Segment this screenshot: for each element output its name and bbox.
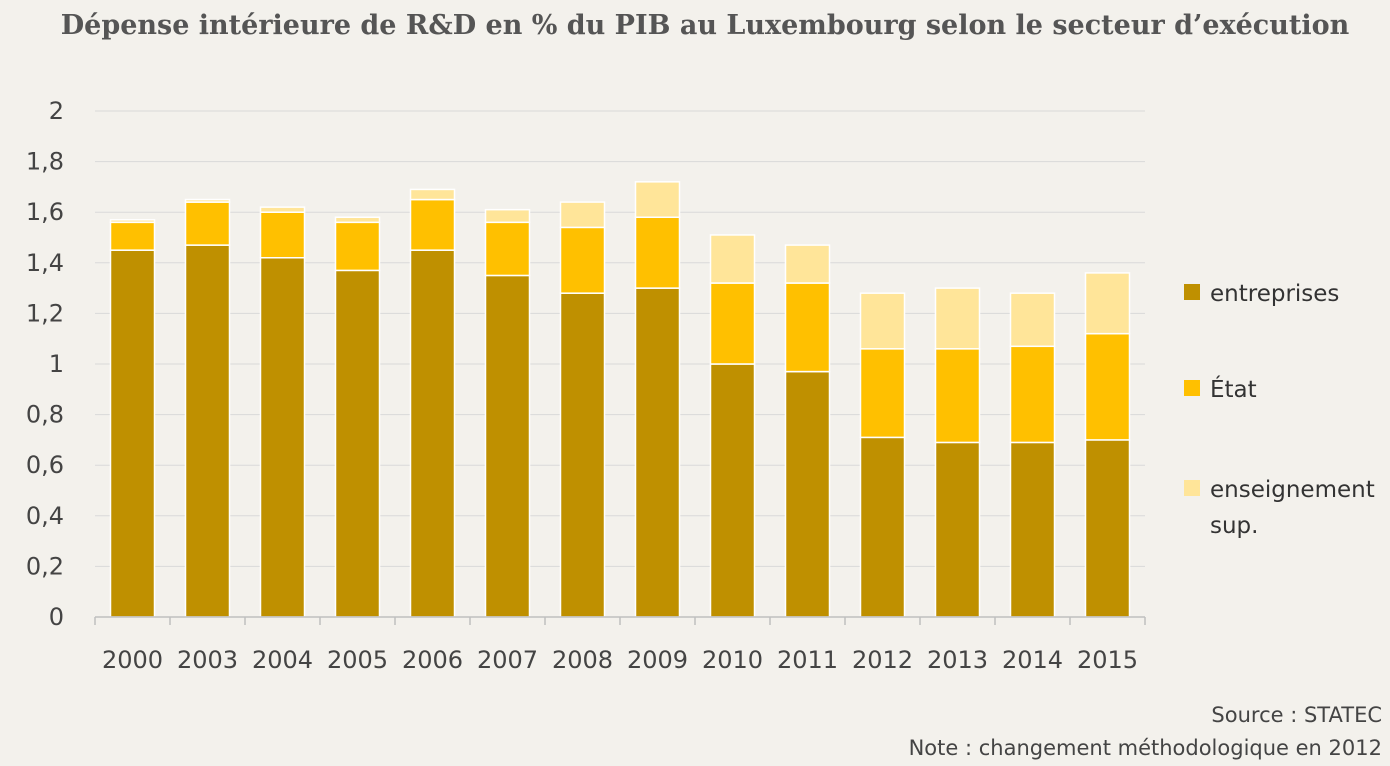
- x-tick-label: 2007: [477, 646, 538, 674]
- bar-segment-2007-etat: [484, 221, 531, 277]
- bar-segment-2007-enseignement: [484, 208, 531, 224]
- x-tick-label: 2003: [177, 646, 238, 674]
- y-tick-label: 0,8: [26, 401, 64, 429]
- bar-segment-2009-entreprises: [634, 287, 681, 618]
- y-tick-label: 0,2: [26, 552, 64, 580]
- bar-segment-2013-etat: [934, 348, 981, 444]
- y-tick-label: 0,6: [26, 451, 64, 479]
- legend-label-enseignement: enseignement sup.: [1210, 477, 1375, 539]
- y-tick-label: 1,2: [26, 299, 64, 327]
- x-tick-label: 2014: [1002, 646, 1063, 674]
- y-tick-label: 0: [49, 603, 64, 631]
- legend-label-etat: État: [1210, 377, 1257, 403]
- bar-segment-2005-etat: [334, 221, 381, 272]
- bar-segment-2012-etat: [859, 348, 906, 439]
- bar-segment-2012-enseignement: [859, 292, 906, 350]
- x-tick-label: 2011: [777, 646, 838, 674]
- legend-item-entreprises: entreprises: [1184, 276, 1380, 312]
- bar-segment-2012-entreprises: [859, 436, 906, 618]
- bar-segment-2004-enseignement: [259, 206, 306, 213]
- x-tick-label: 2004: [252, 646, 313, 674]
- bar-segment-2013-entreprises: [934, 441, 981, 618]
- y-tick-label: 1,8: [26, 148, 64, 176]
- bar-segment-2000-entreprises: [109, 249, 156, 618]
- legend-swatch-entreprises: [1184, 284, 1200, 300]
- y-tick-label: 1,6: [26, 198, 64, 226]
- y-tick-label: 1,4: [26, 249, 64, 277]
- bar-segment-2004-entreprises: [259, 256, 306, 618]
- bar-segment-2003-entreprises: [184, 244, 231, 618]
- y-tick-label: 2: [49, 97, 64, 125]
- bar-segment-2015-enseignement: [1084, 272, 1131, 335]
- bar-segment-2011-entreprises: [784, 370, 831, 618]
- bar-segment-2007-entreprises: [484, 274, 531, 618]
- x-tick-label: 2013: [927, 646, 988, 674]
- x-tick-label: 2006: [402, 646, 463, 674]
- bar-segment-2000-etat: [109, 221, 156, 251]
- bar-segment-2005-entreprises: [334, 269, 381, 618]
- bar-segment-2008-etat: [559, 226, 606, 294]
- bar-segment-2000-enseignement: [109, 219, 156, 224]
- bar-segment-2006-enseignement: [409, 188, 456, 201]
- y-tick-label: 0,4: [26, 502, 64, 530]
- bar-segment-2014-entreprises: [1009, 441, 1056, 618]
- legend-item-enseignement: enseignement sup.: [1184, 472, 1380, 544]
- x-tick-label: 2015: [1077, 646, 1138, 674]
- x-tick-label: 2009: [627, 646, 688, 674]
- bar-segment-2008-entreprises: [559, 292, 606, 618]
- y-tick-labels: 0 0,2 0,4 0,6 0,8 1 1,2 1,4 1,6 1,8 2: [26, 97, 64, 631]
- bar-segment-2015-entreprises: [1084, 439, 1131, 618]
- bar-segment-2010-enseignement: [709, 234, 756, 284]
- bar-segment-2006-etat: [409, 198, 456, 251]
- x-tick-label: 2012: [852, 646, 913, 674]
- bar-segment-2005-enseignement: [334, 216, 381, 224]
- bar-segment-2003-enseignement: [184, 198, 231, 203]
- bar-segment-2011-enseignement: [784, 244, 831, 284]
- legend-label-entreprises: entreprises: [1210, 281, 1340, 307]
- bar-segment-2010-etat: [709, 282, 756, 365]
- bar-segment-2009-enseignement: [634, 181, 681, 219]
- x-axis: [94, 616, 1146, 625]
- legend-swatch-etat: [1184, 380, 1200, 396]
- bar-segment-2011-etat: [784, 282, 831, 373]
- x-tick-label: 2000: [102, 646, 163, 674]
- source-text: Source : STATEC: [1211, 703, 1382, 727]
- bar-segment-2014-etat: [1009, 345, 1056, 444]
- x-tick-label: 2005: [327, 646, 388, 674]
- bar-segment-2010-entreprises: [709, 363, 756, 618]
- x-tick-label: 2010: [702, 646, 763, 674]
- legend-swatch-enseignement: [1184, 480, 1200, 496]
- chart-title: Dépense intérieure de R&D en % du PIB au…: [60, 10, 1350, 41]
- bar-segment-2013-enseignement: [934, 287, 981, 350]
- bar-segment-2009-etat: [634, 216, 681, 289]
- legend-item-etat: État: [1184, 372, 1380, 408]
- note-text: Note : changement méthodologique en 2012: [908, 736, 1382, 760]
- bar-segment-2003-etat: [184, 201, 231, 246]
- y-tick-label: 1: [49, 350, 64, 378]
- x-tick-labels: 2000 2003 2004 2005 2006 2007 2008 2009 2010 2011…: [102, 646, 1138, 674]
- bar-segment-2004-etat: [259, 211, 306, 259]
- x-tick-label: 2008: [552, 646, 613, 674]
- bar-segment-2014-enseignement: [1009, 292, 1056, 348]
- gridlines: [95, 110, 1145, 567]
- bar-segment-2015-etat: [1084, 332, 1131, 441]
- bar-segment-2006-entreprises: [409, 249, 456, 618]
- bar-segment-2008-enseignement: [559, 201, 606, 229]
- bars: [109, 181, 1131, 618]
